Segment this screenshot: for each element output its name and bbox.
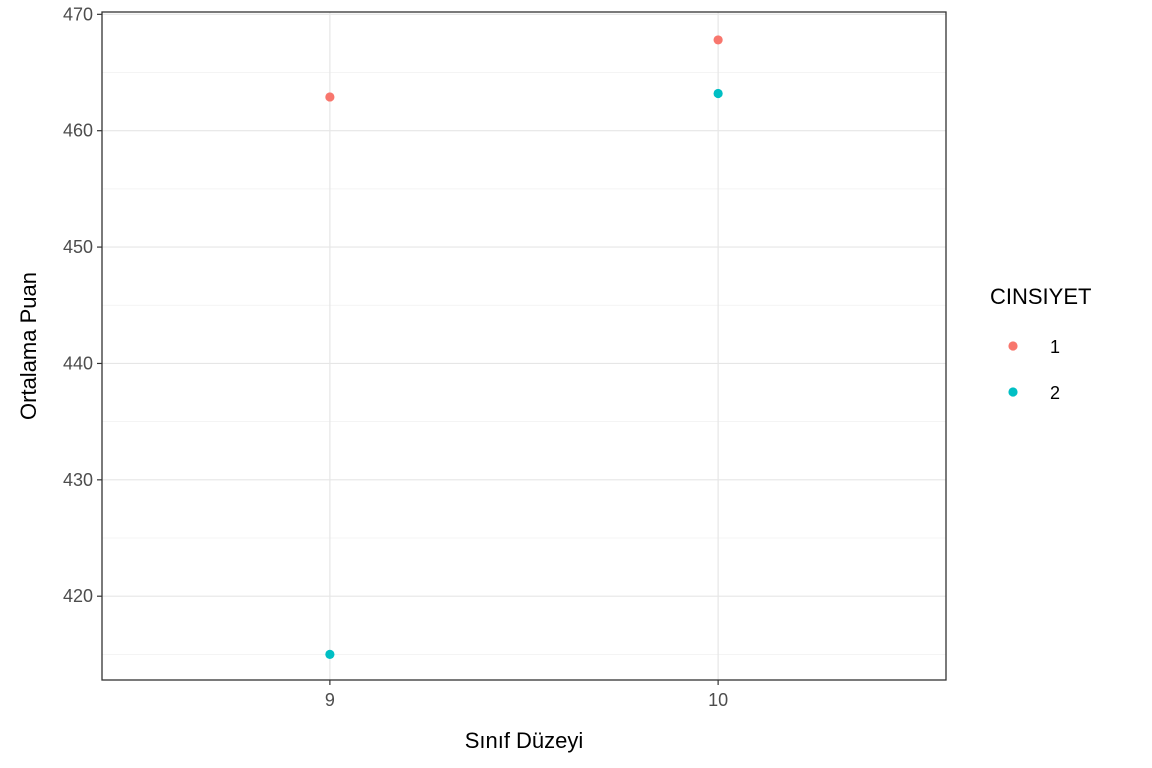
data-point [713,35,723,45]
data-point [325,92,335,102]
legend-label: 2 [1050,383,1060,403]
y-axis: 420 430 440 450 460 470 [63,4,102,606]
y-tick-label: 450 [63,237,93,257]
legend: CINSIYET 1 2 [990,284,1091,403]
legend-title: CINSIYET [990,284,1091,309]
x-tick-label: 9 [325,690,335,710]
y-tick-label: 440 [63,353,93,373]
x-tick-label: 10 [708,690,728,710]
major-gridlines [102,12,946,680]
y-tick-label: 430 [63,470,93,490]
data-point [713,88,723,99]
legend-key [1008,387,1018,397]
plot-panel-border [101,11,947,681]
y-tick-label: 420 [63,586,93,606]
y-axis-title: Ortalama Puan [16,272,41,420]
data-point [325,649,335,659]
y-tick-label: 470 [63,4,93,24]
data-points [325,35,723,659]
y-tick-label: 460 [63,121,93,141]
minor-gridlines [102,72,946,655]
x-axis-title: Sınıf Düzeyi [465,728,584,753]
legend-label: 1 [1050,337,1060,357]
legend-key [1008,341,1018,351]
x-axis: 9 10 [325,680,728,710]
